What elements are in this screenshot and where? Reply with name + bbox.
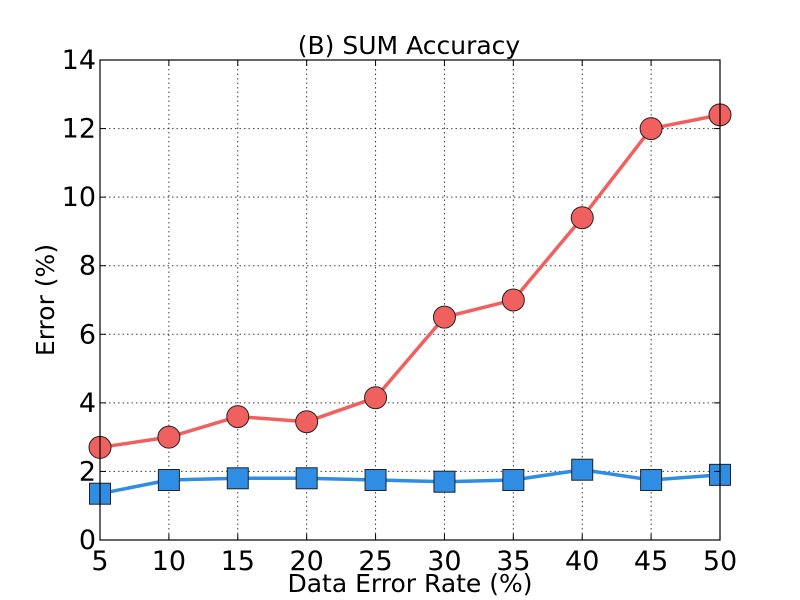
series-1-point bbox=[364, 386, 388, 410]
x-axis-label: Data Error Rate (%) bbox=[287, 569, 532, 598]
series-1-point bbox=[432, 305, 456, 329]
series-2-point bbox=[571, 458, 594, 481]
series-2-point bbox=[433, 470, 456, 493]
y-tick-label: 14 bbox=[62, 45, 96, 76]
y-tick-label: 8 bbox=[79, 251, 96, 282]
series-2-point bbox=[364, 469, 387, 491]
x-tick-label: 35 bbox=[496, 546, 530, 577]
plot-frame bbox=[99, 59, 721, 541]
series-1-point bbox=[295, 410, 319, 434]
series-layer bbox=[88, 103, 732, 505]
x-tick-label: 5 bbox=[91, 546, 108, 577]
x-tick-label: 30 bbox=[427, 546, 461, 577]
y-tick-label: 0 bbox=[79, 525, 96, 556]
series-1-point bbox=[570, 206, 594, 230]
y-axis-label: Error (%) bbox=[31, 244, 60, 356]
series-2-point bbox=[502, 469, 525, 491]
series-1-point bbox=[157, 425, 181, 449]
series-1-point bbox=[501, 288, 525, 312]
x-tick-label: 15 bbox=[221, 546, 255, 577]
series-line-2 bbox=[99, 467, 721, 496]
y-tick-label: 6 bbox=[79, 319, 96, 350]
series-1-point bbox=[226, 405, 250, 429]
y-tick-label: 4 bbox=[79, 388, 96, 419]
axis-ticks: 5 10 15 20 25 30 35 40 45 50 0 2 4 6 8 10 12 14 bbox=[62, 45, 738, 577]
series-2-point bbox=[640, 469, 663, 491]
x-tick-label: 45 bbox=[634, 546, 668, 577]
series-2-point bbox=[226, 467, 249, 490]
y-tick-label: 12 bbox=[62, 114, 96, 145]
x-tick-label: 20 bbox=[289, 546, 323, 577]
y-tick-label: 10 bbox=[62, 182, 96, 213]
x-tick-label: 40 bbox=[565, 546, 599, 577]
series-2-point bbox=[157, 469, 180, 491]
x-tick-label: 50 bbox=[703, 546, 737, 577]
x-tick-label: 10 bbox=[152, 546, 186, 577]
grid bbox=[100, 60, 720, 540]
x-tick-label: 25 bbox=[358, 546, 392, 577]
series-line-1 bbox=[99, 113, 721, 450]
series-1-point bbox=[639, 117, 663, 141]
chart-title: (B) SUM Accuracy bbox=[298, 31, 521, 60]
series-2-point bbox=[295, 467, 318, 490]
y-tick-label: 2 bbox=[79, 456, 96, 487]
